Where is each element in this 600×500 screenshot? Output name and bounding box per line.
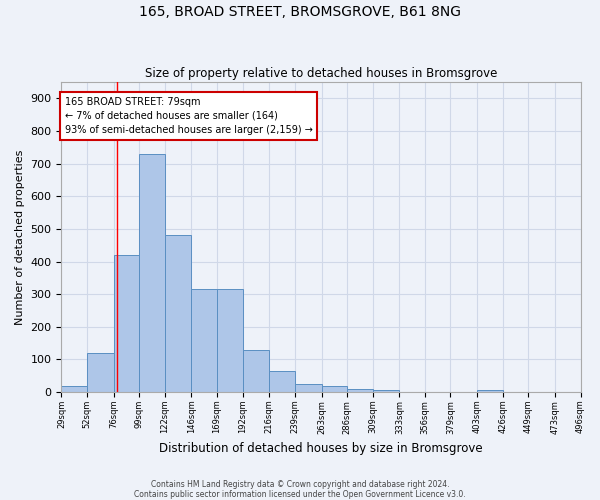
Bar [139,154,165,392]
Text: 165, BROAD STREET, BROMSGROVE, B61 8NG: 165, BROAD STREET, BROMSGROVE, B61 8NG [139,5,461,19]
Bar [322,386,347,392]
Bar [87,353,113,392]
Bar [165,236,191,392]
Bar [217,289,242,392]
Title: Size of property relative to detached houses in Bromsgrove: Size of property relative to detached ho… [145,66,497,80]
Bar [295,384,322,392]
Bar [113,255,139,392]
Bar [347,389,373,392]
Y-axis label: Number of detached properties: Number of detached properties [15,150,25,324]
Bar [477,390,503,392]
Bar [242,350,269,392]
Bar [191,289,217,392]
Bar [373,390,400,392]
X-axis label: Distribution of detached houses by size in Bromsgrove: Distribution of detached houses by size … [159,442,483,455]
Bar [61,386,87,392]
Bar [269,371,295,392]
Text: 165 BROAD STREET: 79sqm
← 7% of detached houses are smaller (164)
93% of semi-de: 165 BROAD STREET: 79sqm ← 7% of detached… [65,96,313,134]
Text: Contains HM Land Registry data © Crown copyright and database right 2024.
Contai: Contains HM Land Registry data © Crown c… [134,480,466,499]
